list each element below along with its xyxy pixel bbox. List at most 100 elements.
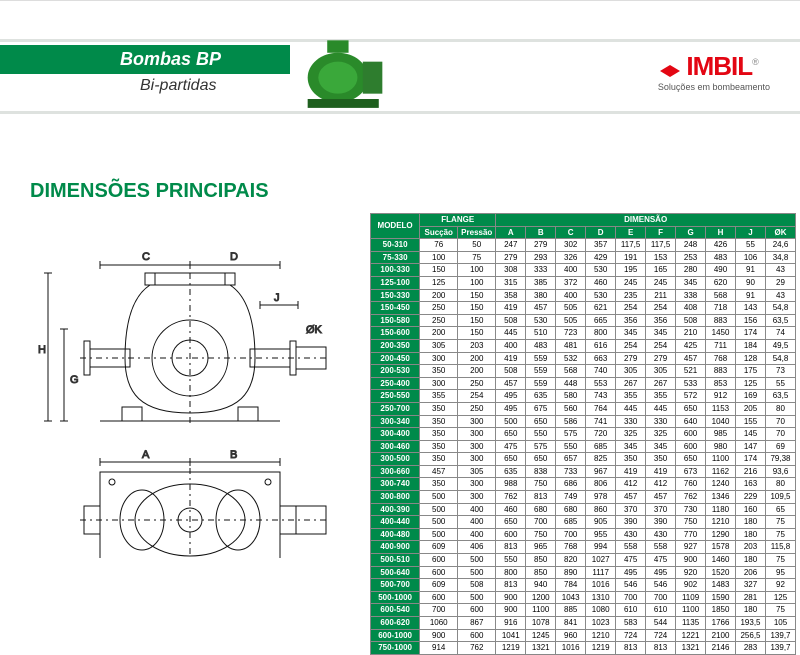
data-cell: 500: [458, 566, 496, 579]
data-cell: 283: [736, 642, 766, 655]
data-cell: 345: [676, 276, 706, 289]
data-cell: 900: [420, 629, 458, 642]
data-cell: 55: [736, 239, 766, 252]
data-cell: 1135: [676, 617, 706, 630]
data-cell: 665: [586, 314, 616, 327]
table-row: 750-100091476212191321101612198138131321…: [371, 642, 796, 655]
data-cell: 350: [420, 402, 458, 415]
model-cell: 150-600: [371, 327, 420, 340]
data-cell: 372: [556, 276, 586, 289]
svg-text:D: D: [230, 251, 238, 263]
data-cell: 675: [526, 402, 556, 415]
data-cell: 76: [420, 239, 458, 252]
model-cell: 600-1000: [371, 629, 420, 642]
data-cell: 559: [526, 377, 556, 390]
data-cell: 345: [616, 440, 646, 453]
model-cell: 200-530: [371, 365, 420, 378]
data-cell: 380: [526, 289, 556, 302]
data-cell: 820: [556, 554, 586, 567]
table-row: 300-460350300475575550685345345600980147…: [371, 440, 796, 453]
data-cell: 770: [676, 528, 706, 541]
data-cell: 609: [420, 541, 458, 554]
model-cell: 300-340: [371, 415, 420, 428]
data-cell: 850: [526, 554, 556, 567]
data-cell: 760: [676, 478, 706, 491]
data-cell: 1016: [586, 579, 616, 592]
data-cell: 568: [556, 365, 586, 378]
data-cell: 175: [736, 365, 766, 378]
data-cell: 254: [646, 302, 676, 315]
data-cell: 500: [420, 491, 458, 504]
data-cell: 600: [458, 604, 496, 617]
svg-text:B: B: [230, 449, 237, 461]
model-cell: 200-350: [371, 339, 420, 352]
data-cell: 419: [496, 302, 526, 315]
data-cell: 1321: [676, 642, 706, 655]
data-cell: 530: [526, 314, 556, 327]
data-cell: 267: [646, 377, 676, 390]
data-cell: 544: [646, 617, 676, 630]
data-cell: 784: [556, 579, 586, 592]
model-cell: 150-450: [371, 302, 420, 315]
data-cell: 350: [616, 453, 646, 466]
data-cell: 425: [676, 339, 706, 352]
data-cell: 205: [736, 402, 766, 415]
data-cell: 457: [676, 352, 706, 365]
data-cell: 1040: [706, 415, 736, 428]
data-cell: 150: [458, 327, 496, 340]
data-cell: 750: [526, 478, 556, 491]
table-row: 500-700609508813940784101654654690214833…: [371, 579, 796, 592]
data-cell: 356: [646, 314, 676, 327]
svg-text:C: C: [142, 251, 150, 263]
model-cell: 300-400: [371, 428, 420, 441]
data-cell: 400: [556, 289, 586, 302]
data-cell: 73: [765, 365, 795, 378]
data-cell: 250: [458, 402, 496, 415]
data-cell: 1153: [706, 402, 736, 415]
data-cell: 24,6: [765, 239, 795, 252]
data-cell: 546: [616, 579, 646, 592]
data-cell: 300: [420, 352, 458, 365]
model-cell: 150-330: [371, 289, 420, 302]
data-cell: 724: [616, 629, 646, 642]
model-cell: 400-440: [371, 516, 420, 529]
data-cell: 105: [765, 617, 795, 630]
table-row: 150-330200150358380400530235211338568914…: [371, 289, 796, 302]
data-cell: 685: [586, 440, 616, 453]
data-cell: 985: [706, 428, 736, 441]
data-cell: 50: [458, 239, 496, 252]
data-cell: 1041: [496, 629, 526, 642]
data-cell: 500: [458, 554, 496, 567]
data-cell: 308: [496, 264, 526, 277]
data-cell: 54,8: [765, 302, 795, 315]
data-cell: 200: [458, 352, 496, 365]
data-cell: 749: [556, 491, 586, 504]
data-cell: 740: [586, 365, 616, 378]
data-cell: 867: [458, 617, 496, 630]
data-cell: 180: [736, 604, 766, 617]
data-cell: 657: [556, 453, 586, 466]
data-cell: 125: [765, 591, 795, 604]
data-cell: 500: [420, 528, 458, 541]
page-header: Bombas BP Bi-partidas IMBIL® Soluções em…: [0, 0, 800, 130]
data-cell: 550: [526, 428, 556, 441]
data-cell: 650: [526, 415, 556, 428]
band-top: [0, 39, 800, 42]
data-cell: 350: [420, 453, 458, 466]
data-cell: 150: [420, 264, 458, 277]
data-cell: 495: [616, 566, 646, 579]
data-cell: 156: [736, 314, 766, 327]
data-cell: 457: [526, 302, 556, 315]
data-cell: 117,5: [616, 239, 646, 252]
data-cell: 300: [420, 377, 458, 390]
data-cell: 330: [646, 415, 676, 428]
model-cell: 600-620: [371, 617, 420, 630]
data-cell: 1766: [706, 617, 736, 630]
data-cell: 508: [496, 365, 526, 378]
data-cell: 1162: [706, 465, 736, 478]
data-cell: 245: [616, 276, 646, 289]
data-cell: 326: [556, 251, 586, 264]
data-cell: 254: [646, 339, 676, 352]
data-cell: 530: [586, 289, 616, 302]
data-cell: 90: [736, 276, 766, 289]
